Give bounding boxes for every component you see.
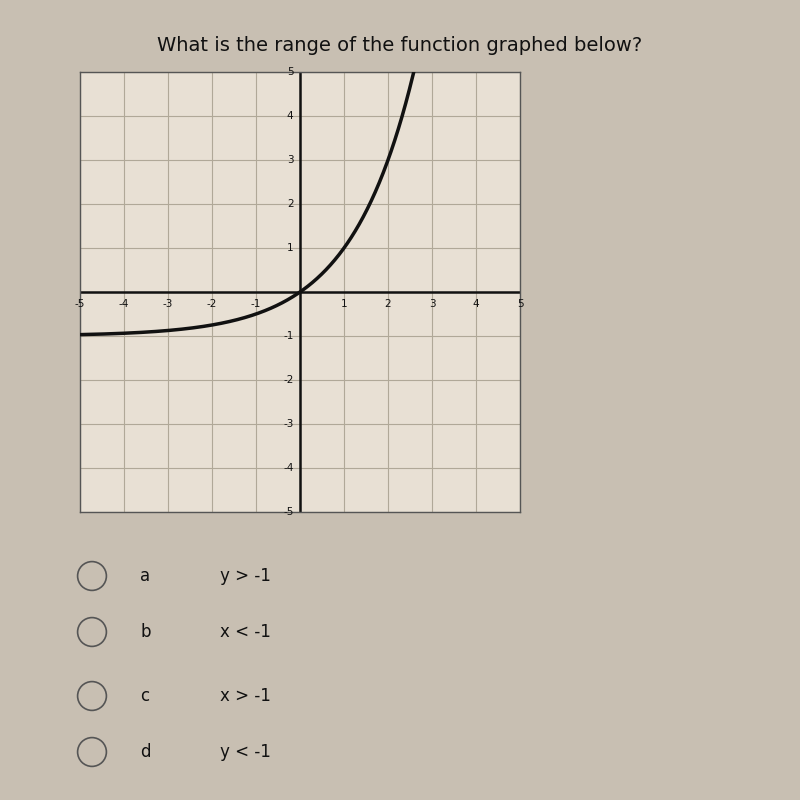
Text: 1: 1 bbox=[286, 243, 294, 253]
Text: -4: -4 bbox=[119, 298, 129, 309]
Text: -3: -3 bbox=[163, 298, 173, 309]
Text: -1: -1 bbox=[251, 298, 261, 309]
Text: x < -1: x < -1 bbox=[220, 623, 271, 641]
Text: c: c bbox=[140, 687, 149, 705]
Text: -5: -5 bbox=[283, 507, 294, 517]
Text: y > -1: y > -1 bbox=[220, 567, 271, 585]
Text: y < -1: y < -1 bbox=[220, 743, 271, 761]
Text: 5: 5 bbox=[517, 298, 523, 309]
Text: What is the range of the function graphed below?: What is the range of the function graphe… bbox=[158, 36, 642, 55]
Text: 4: 4 bbox=[286, 111, 294, 121]
Text: d: d bbox=[140, 743, 150, 761]
Text: -5: -5 bbox=[75, 298, 85, 309]
Text: 3: 3 bbox=[429, 298, 435, 309]
Text: b: b bbox=[140, 623, 150, 641]
Text: 5: 5 bbox=[286, 67, 294, 77]
Text: x > -1: x > -1 bbox=[220, 687, 271, 705]
Text: -3: -3 bbox=[283, 419, 294, 429]
Text: 2: 2 bbox=[286, 199, 294, 209]
Text: 3: 3 bbox=[286, 155, 294, 165]
Text: -2: -2 bbox=[207, 298, 217, 309]
Text: 4: 4 bbox=[473, 298, 479, 309]
Text: 1: 1 bbox=[341, 298, 347, 309]
Text: 2: 2 bbox=[385, 298, 391, 309]
Text: -1: -1 bbox=[283, 331, 294, 341]
Text: a: a bbox=[140, 567, 150, 585]
Text: -4: -4 bbox=[283, 463, 294, 473]
Text: -2: -2 bbox=[283, 375, 294, 385]
